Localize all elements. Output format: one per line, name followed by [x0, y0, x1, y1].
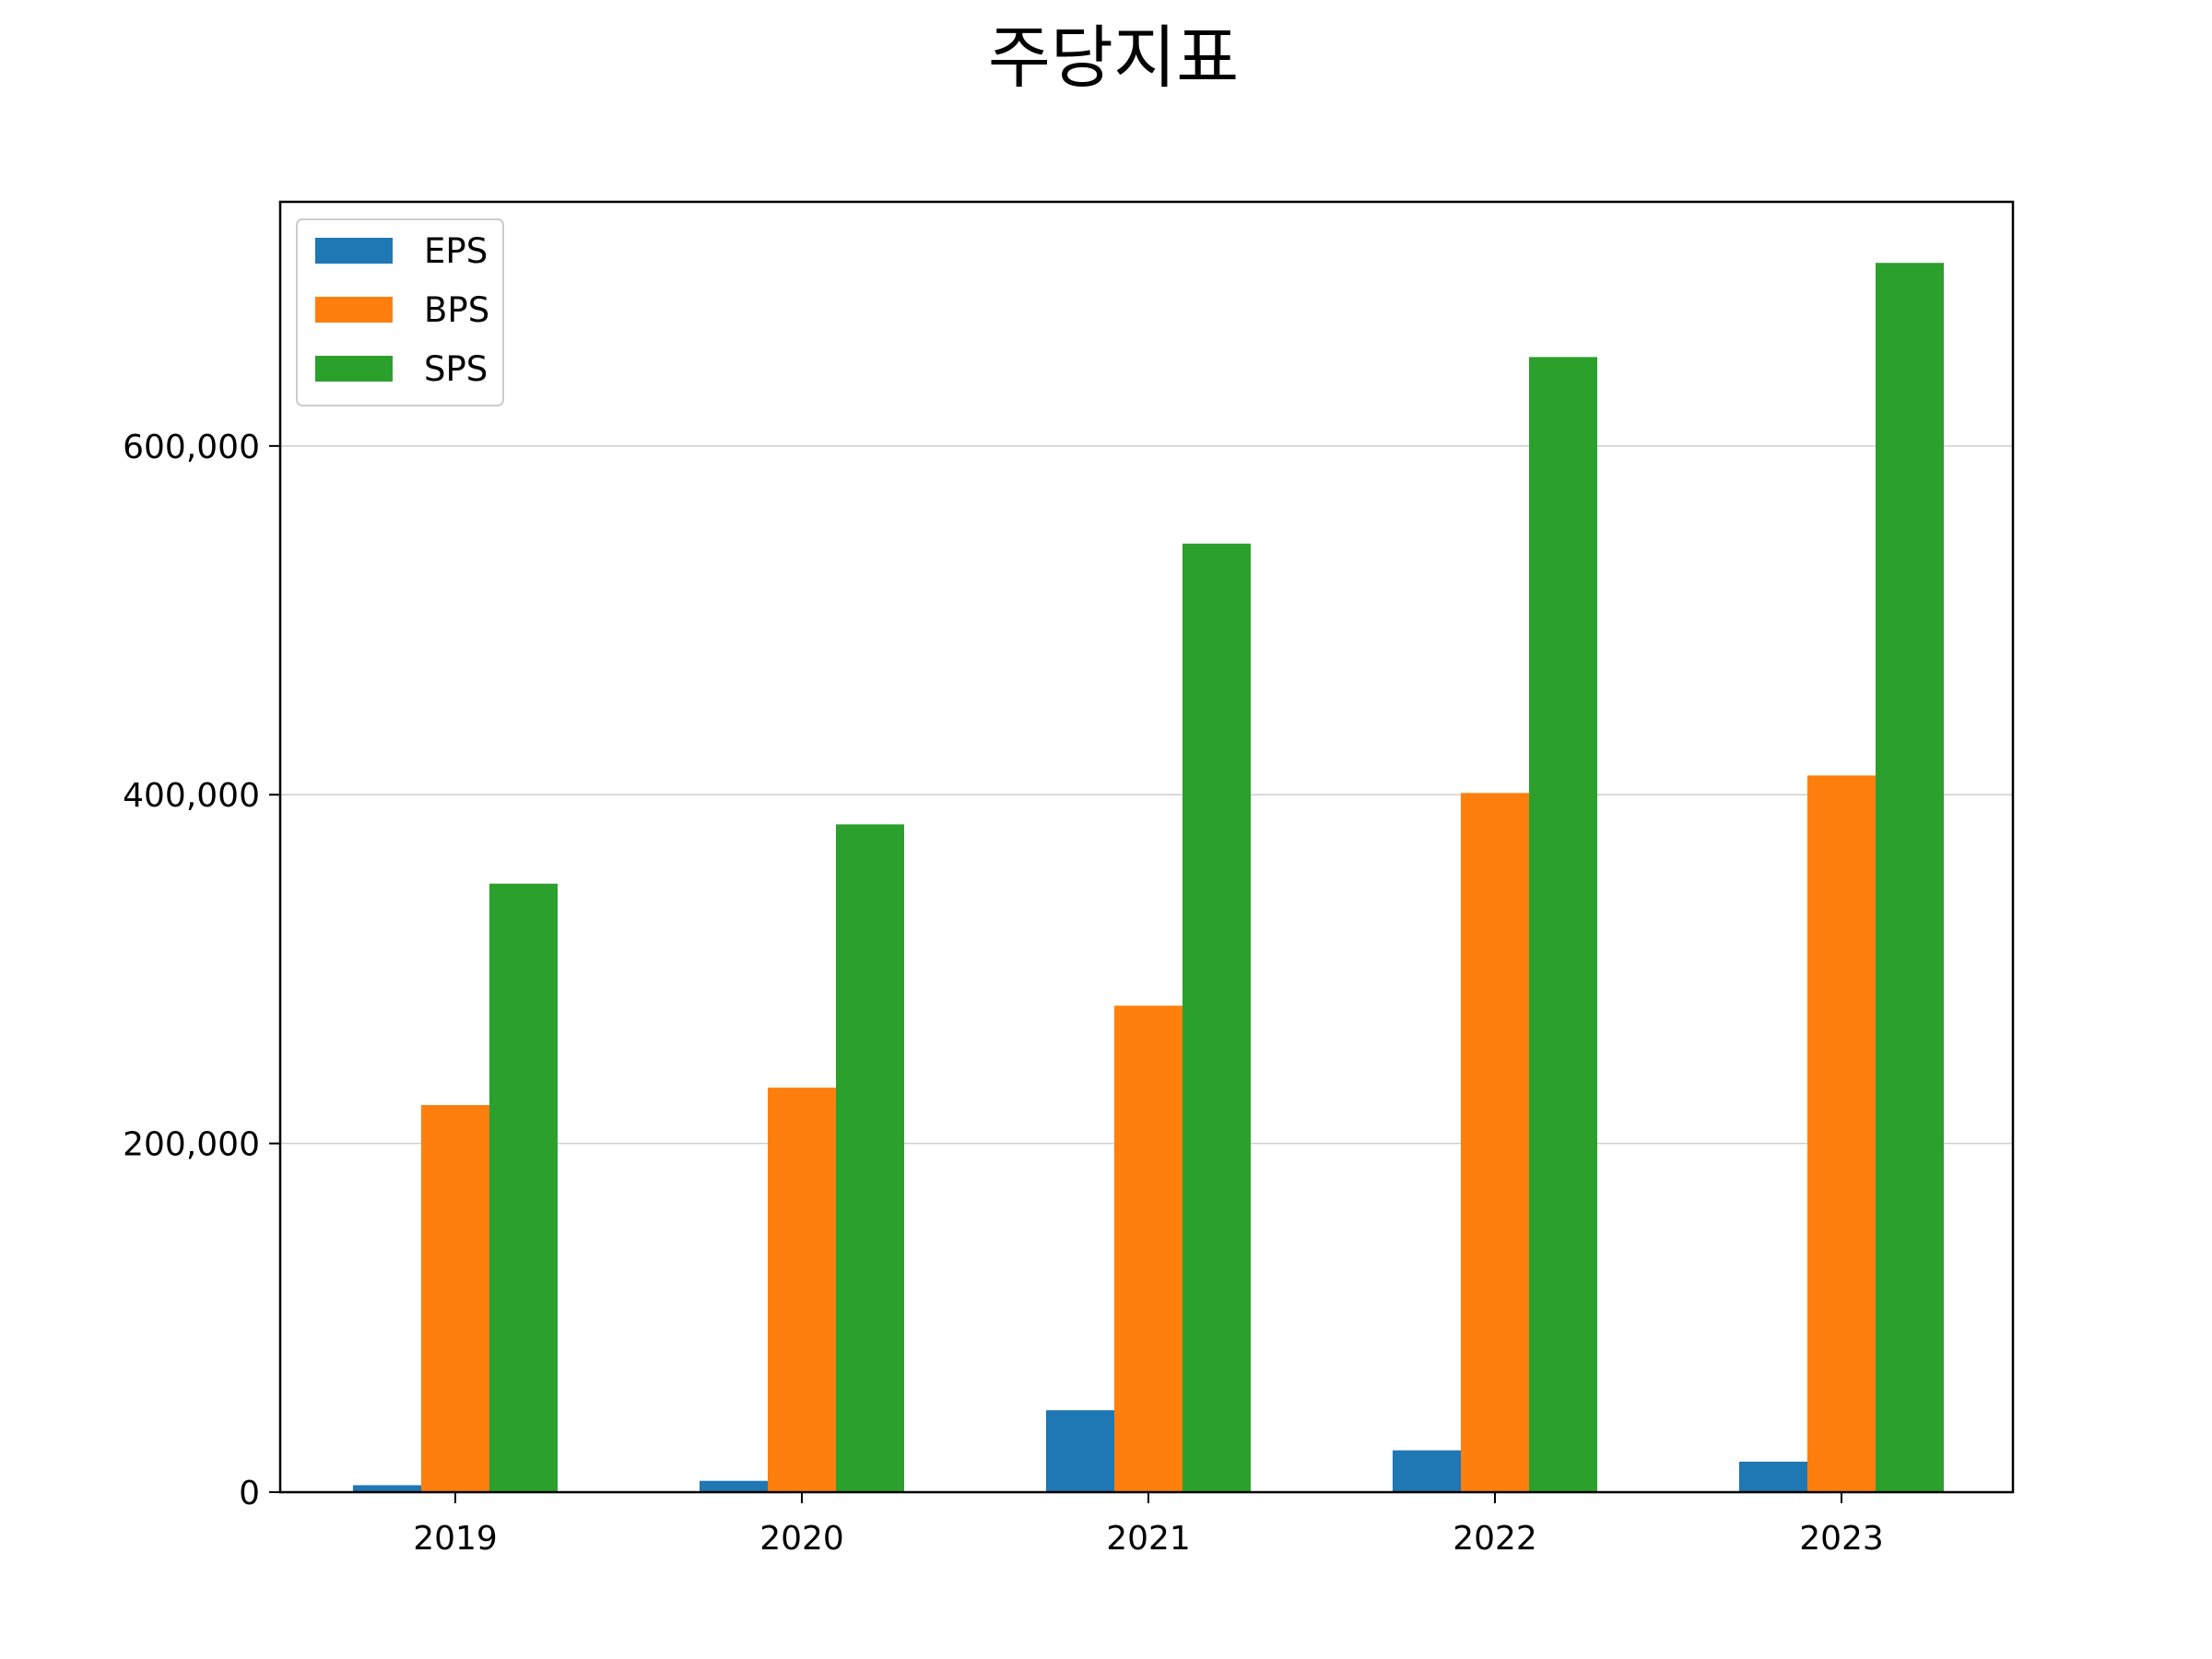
bar-eps-2022	[1393, 1450, 1461, 1492]
legend-label-eps: EPS	[424, 231, 488, 271]
chart-title: 주당지표	[988, 18, 1239, 98]
bar-sps-2020	[836, 824, 904, 1492]
bar-bps-2020	[768, 1088, 836, 1492]
bar-eps-2020	[700, 1480, 768, 1492]
legend-label-bps: BPS	[424, 290, 489, 330]
y-axis: 0 200,000 400,000 600,000	[123, 429, 280, 1512]
x-tick-label: 2020	[759, 1520, 844, 1558]
x-axis: 2019 2020 2021 2022 2023	[413, 1492, 1884, 1558]
legend-swatch-bps	[315, 297, 393, 323]
legend-label-sps: SPS	[424, 349, 488, 389]
y-tick-label: 0	[239, 1475, 260, 1512]
bar-sps-2023	[1876, 263, 1944, 1493]
legend: EPS BPS SPS	[296, 218, 504, 406]
x-tick-label: 2023	[1799, 1520, 1884, 1558]
bar-bps-2023	[1807, 775, 1876, 1492]
y-tick-label: 400,000	[123, 777, 260, 815]
x-tick-label: 2022	[1453, 1520, 1537, 1558]
bar-bps-2022	[1461, 793, 1529, 1492]
bar-eps-2023	[1739, 1461, 1807, 1492]
x-tick-label: 2019	[413, 1520, 498, 1558]
legend-swatch-eps	[315, 238, 393, 264]
bar-sps-2021	[1182, 543, 1251, 1492]
bar-bps-2021	[1114, 1006, 1182, 1492]
y-tick-label: 600,000	[123, 429, 260, 466]
bar-sps-2022	[1529, 357, 1597, 1492]
x-tick-label: 2021	[1106, 1520, 1191, 1558]
plot-area-frame	[278, 200, 2015, 1494]
bars	[353, 263, 1944, 1493]
legend-swatch-sps	[315, 356, 393, 382]
y-tick-label: 200,000	[123, 1126, 260, 1164]
bar-eps-2019	[353, 1485, 421, 1492]
bar-bps-2019	[421, 1105, 489, 1492]
bar-sps-2019	[489, 883, 558, 1492]
bar-eps-2021	[1046, 1410, 1114, 1492]
